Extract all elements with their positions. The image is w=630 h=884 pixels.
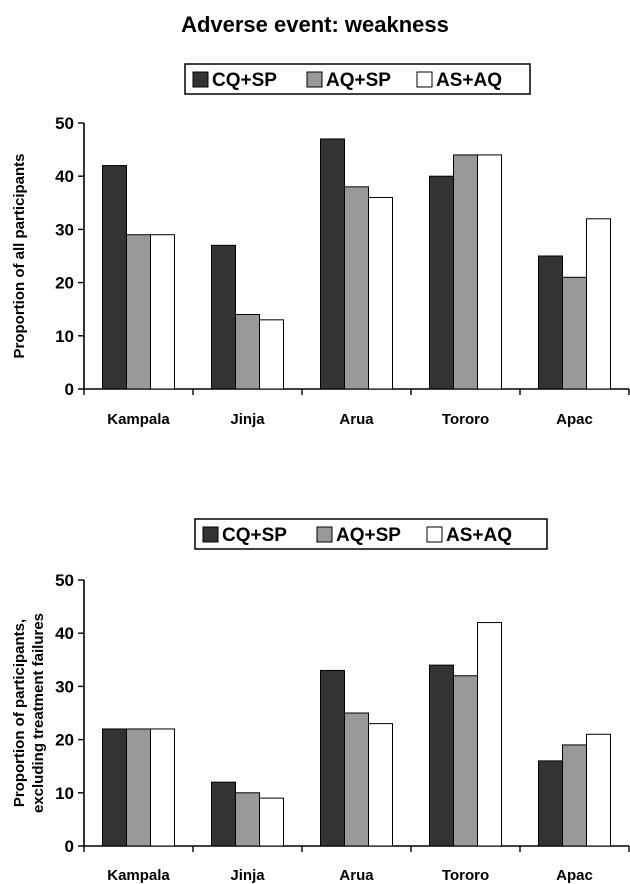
legend-label: AS+AQ: [436, 70, 502, 91]
bar: [477, 154, 502, 390]
bar: [102, 165, 127, 390]
legend: CQ+SP AQ+SP AS+AQ: [194, 518, 548, 550]
x-tick-label: Arua: [339, 411, 374, 428]
y-tick-label: 30: [55, 220, 74, 239]
y-tick-label: 50: [55, 114, 74, 133]
bar: [453, 675, 478, 847]
y-tick-label: 40: [55, 167, 74, 186]
legend: CQ+SP AQ+SP AS+AQ: [184, 63, 531, 95]
bar: [211, 781, 236, 847]
bar: [586, 218, 611, 390]
x-tick-label: Kampala: [107, 411, 170, 428]
y-axis-label: Proportion of all participants: [11, 153, 28, 358]
bar: [538, 760, 563, 847]
x-tick-label: Apac: [556, 867, 593, 884]
y-tick-label: 40: [55, 624, 74, 643]
bar: [344, 186, 369, 390]
bar: [320, 669, 345, 847]
legend-box: [184, 63, 531, 95]
bar: [562, 276, 587, 390]
x-tick-label: Apac: [556, 411, 593, 428]
bar: [429, 664, 454, 847]
bar: [562, 744, 587, 847]
legend-label: AQ+SP: [336, 525, 401, 546]
x-tick-label: Tororo: [442, 411, 489, 428]
y-axis-label: Proportion of participants,: [11, 619, 28, 807]
y-tick-label: 20: [55, 274, 74, 293]
bar: [477, 622, 502, 847]
bar: [150, 234, 175, 390]
chart-panel-1: CQ+SP AQ+SP AS+AQ 0 10 20 30 40 50 Kampala Jinja Ar…: [11, 63, 630, 428]
legend-swatch: [316, 526, 333, 543]
x-tick-label: Jinja: [230, 867, 265, 884]
bar: [259, 797, 284, 847]
bar: [211, 244, 236, 390]
bar: [368, 196, 393, 390]
legend-swatch: [306, 71, 323, 88]
bar: [538, 255, 563, 390]
x-tick-label: Tororo: [442, 867, 489, 884]
x-tick-label: Arua: [339, 867, 374, 884]
y-tick-label: 10: [55, 327, 74, 346]
y-tick-label: 0: [65, 837, 74, 856]
legend-label: AS+AQ: [446, 525, 512, 546]
bar: [320, 138, 345, 390]
chart-panel-2: CQ+SP AQ+SP AS+AQ 0 10 20 30 40 50 Kampala Jinja Ar…: [11, 518, 630, 884]
bar: [259, 319, 284, 390]
y-tick-label: 50: [55, 571, 74, 590]
bar: [344, 712, 369, 847]
x-tick-label: Kampala: [107, 867, 170, 884]
bar: [126, 728, 151, 847]
bar: [235, 792, 260, 847]
bar: [150, 728, 175, 847]
legend-swatch: [416, 71, 433, 88]
y-tick-label: 20: [55, 731, 74, 750]
legend-label: CQ+SP: [212, 70, 277, 91]
legend-label: AQ+SP: [326, 70, 391, 91]
bar: [429, 175, 454, 390]
bar: [586, 733, 611, 847]
legend-box: [194, 518, 548, 550]
legend-swatch: [202, 526, 219, 543]
y-tick-label: 10: [55, 784, 74, 803]
y-tick-label: 30: [55, 677, 74, 696]
chart-title: Adverse event: weakness: [181, 12, 449, 37]
y-tick-label: 0: [65, 380, 74, 399]
bar: [453, 154, 478, 390]
bar: [126, 234, 151, 390]
legend-swatch: [426, 526, 443, 543]
bar: [368, 723, 393, 847]
legend-label: CQ+SP: [222, 525, 287, 546]
legend-swatch: [192, 71, 209, 88]
x-tick-label: Jinja: [230, 411, 265, 428]
bar: [102, 728, 127, 847]
y-axis-label: excluding treatment failures: [30, 613, 47, 813]
bar: [235, 314, 260, 390]
